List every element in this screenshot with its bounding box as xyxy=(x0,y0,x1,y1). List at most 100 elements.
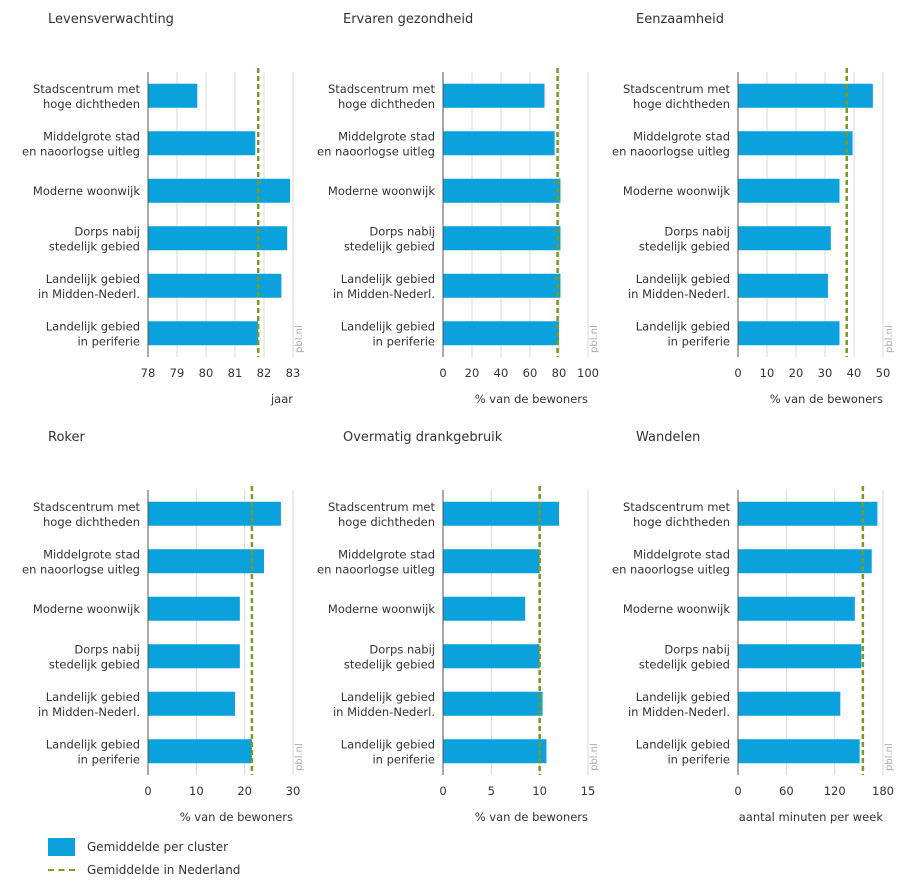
tick-label: 10 xyxy=(532,784,547,798)
legend-item-netherlands: Gemiddelde in Nederland xyxy=(48,863,240,877)
tick-label: 80 xyxy=(552,366,567,380)
x-axis-label: % van de bewoners xyxy=(180,810,293,824)
category-label: Middelgrote stad en naoorlogse uitleg xyxy=(22,129,140,158)
category-label: Stadscentrum met hoge dichtheden xyxy=(623,500,730,529)
tick-label: 10 xyxy=(760,366,775,380)
category-label: Landelijk gebied in periferie xyxy=(341,737,435,766)
watermark: pbl.nl xyxy=(884,325,895,353)
bar xyxy=(148,644,240,669)
bar xyxy=(148,596,240,621)
category-label: Stadscentrum met hoge dichtheden xyxy=(623,82,730,111)
x-axis-label: % van de bewoners xyxy=(770,392,883,406)
category-label: Middelgrote stad en naoorlogse uitleg xyxy=(317,547,435,576)
category-label: Middelgrote stad en naoorlogse uitleg xyxy=(22,547,140,576)
watermark: pbl.nl xyxy=(884,743,895,771)
bar xyxy=(738,501,878,526)
category-label: Landelijk gebied in Midden-Nederl. xyxy=(333,272,435,301)
bar xyxy=(148,273,282,298)
category-label: Stadscentrum met hoge dichtheden xyxy=(328,82,435,111)
bar xyxy=(738,321,840,346)
bar xyxy=(738,131,853,156)
category-label: Stadscentrum met hoge dichtheden xyxy=(328,500,435,529)
bar xyxy=(148,691,235,716)
tick-label: 0 xyxy=(144,784,151,798)
bar xyxy=(443,226,561,251)
category-label: Stadscentrum met hoge dichtheden xyxy=(33,500,140,529)
category-label: Stadscentrum met hoge dichtheden xyxy=(33,82,140,111)
tick-label: 40 xyxy=(494,366,509,380)
bar xyxy=(443,273,561,298)
bar xyxy=(443,501,559,526)
tick-label: 81 xyxy=(228,366,243,380)
bar xyxy=(148,549,264,574)
legend-label-netherlands: Gemiddelde in Nederland xyxy=(87,863,241,877)
category-label: Moderne woonwijk xyxy=(623,602,730,616)
tick-label: 79 xyxy=(170,366,185,380)
chart-grid: Stadscentrum met hoge dichtheden Middelgro… xyxy=(22,68,895,824)
tick-label: 15 xyxy=(581,784,596,798)
panel-title-ervaren-gezondheid: Ervaren gezondheid xyxy=(343,12,474,27)
tick-label: 10 xyxy=(189,784,204,798)
bar xyxy=(738,83,873,108)
tick-label: 20 xyxy=(465,366,480,380)
bar xyxy=(148,131,256,156)
tick-label: 40 xyxy=(847,366,862,380)
bar xyxy=(738,739,860,764)
category-label: Landelijk gebied in periferie xyxy=(46,737,140,766)
tick-label: 0 xyxy=(439,366,446,380)
category-label: Landelijk gebied in periferie xyxy=(636,319,730,348)
bar xyxy=(738,273,828,298)
legend-bar-swatch xyxy=(48,838,75,856)
tick-label: 100 xyxy=(577,366,599,380)
legend-label-cluster: Gemiddelde per cluster xyxy=(87,840,229,854)
bar xyxy=(148,226,288,251)
category-label: Moderne woonwijk xyxy=(33,184,140,198)
tick-label: 20 xyxy=(237,784,252,798)
category-label: Dorps nabij stedelijk gebied xyxy=(344,642,435,671)
bar xyxy=(443,596,526,621)
bar xyxy=(738,178,840,203)
bar xyxy=(443,739,547,764)
category-label: Dorps nabij stedelijk gebied xyxy=(639,224,730,253)
tick-label: 80 xyxy=(199,366,214,380)
panel-title-eenzaamheid: Eenzaamheid xyxy=(636,12,724,27)
legend-item-cluster: Gemiddelde per cluster xyxy=(48,838,228,856)
tick-label: 50 xyxy=(876,366,891,380)
category-label: Landelijk gebied in periferie xyxy=(341,319,435,348)
bar xyxy=(443,321,559,346)
bar xyxy=(443,83,545,108)
bar xyxy=(148,501,281,526)
category-label: Landelijk gebied in Midden-Nederl. xyxy=(333,690,435,719)
bar xyxy=(443,691,543,716)
bar xyxy=(148,83,198,108)
watermark: pbl.nl xyxy=(294,325,305,353)
x-axis-label: jaar xyxy=(270,392,293,406)
bar xyxy=(738,596,855,621)
bar xyxy=(148,321,259,346)
x-axis-label: % van de bewoners xyxy=(475,810,588,824)
tick-label: 83 xyxy=(286,366,301,380)
legend-dashed-line xyxy=(48,869,75,871)
tick-label: 78 xyxy=(141,366,156,380)
category-label: Landelijk gebied in Midden-Nederl. xyxy=(628,272,730,301)
bar xyxy=(738,691,841,716)
bar xyxy=(443,644,540,669)
tick-label: 60 xyxy=(779,784,794,798)
panel-title-wandelen: Wandelen xyxy=(636,430,701,445)
tick-label: 5 xyxy=(488,784,495,798)
category-label: Middelgrote stad en naoorlogse uitleg xyxy=(317,129,435,158)
category-label: Landelijk gebied in Midden-Nederl. xyxy=(628,690,730,719)
bar xyxy=(148,178,291,203)
category-label: Moderne woonwijk xyxy=(33,602,140,616)
tick-label: 30 xyxy=(818,366,833,380)
category-label: Moderne woonwijk xyxy=(623,184,730,198)
tick-label: 0 xyxy=(439,784,446,798)
category-label: Dorps nabij stedelijk gebied xyxy=(49,224,140,253)
bar xyxy=(148,739,252,764)
tick-label: 82 xyxy=(257,366,272,380)
tick-label: 0 xyxy=(734,784,741,798)
panel-title-overmatig-drankgebruik: Overmatig drankgebruik xyxy=(343,430,503,445)
category-label: Dorps nabij stedelijk gebied xyxy=(639,642,730,671)
category-label: Middelgrote stad en naoorlogse uitleg xyxy=(612,129,730,158)
bar xyxy=(738,549,872,574)
